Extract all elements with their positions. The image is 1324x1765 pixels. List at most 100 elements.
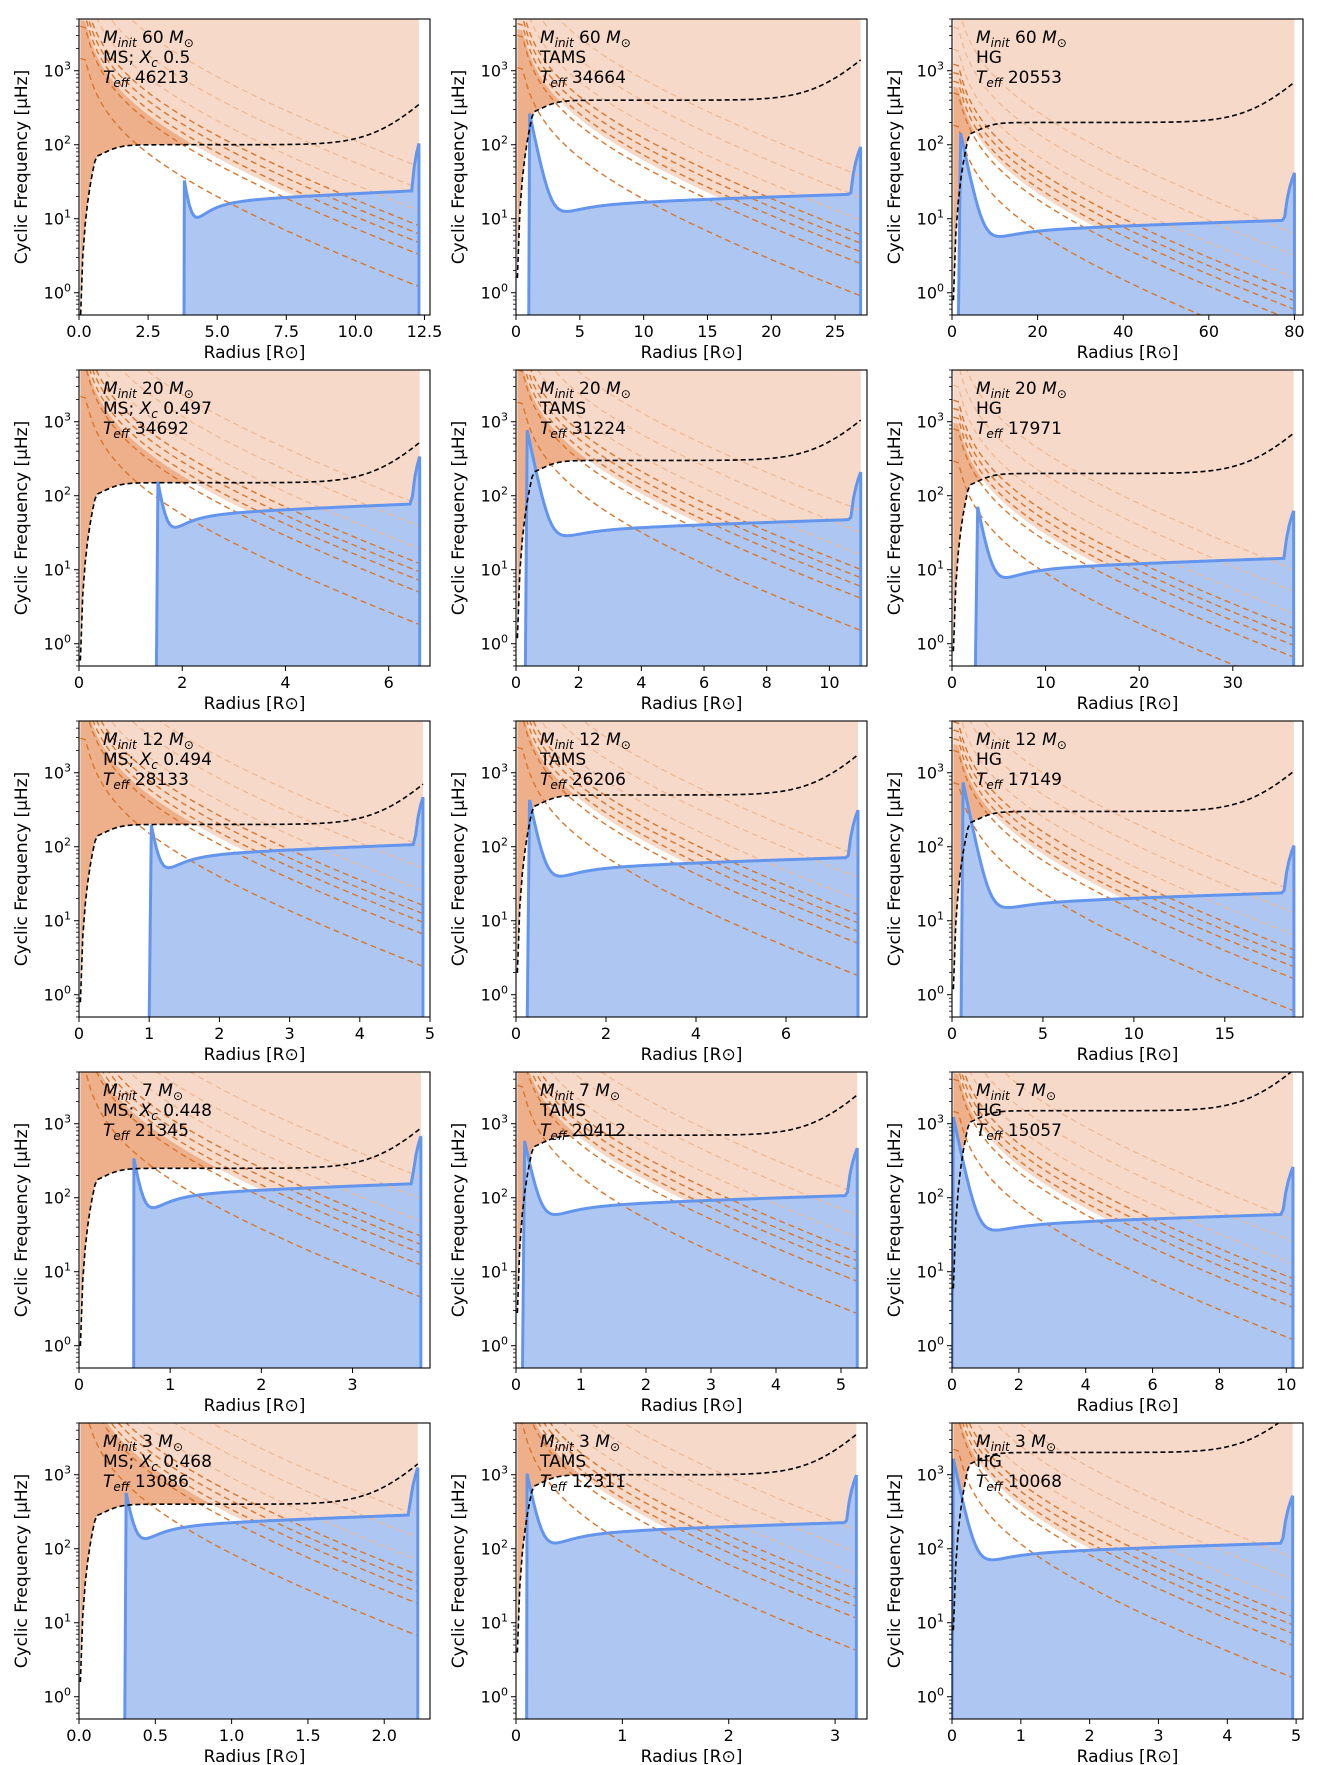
y-tick-label: 102 bbox=[481, 1538, 508, 1559]
lamb-curve-dark-2 bbox=[88, 721, 424, 935]
buoyancy-line bbox=[123, 1467, 420, 1719]
x-tick-label: 4 bbox=[1222, 1726, 1232, 1745]
y-tick-label: 101 bbox=[44, 910, 71, 931]
panel-teff-label: Teff 21345 bbox=[103, 1121, 189, 1143]
cutoff-line bbox=[79, 1127, 422, 1347]
buoyancy-line bbox=[132, 1135, 423, 1368]
lamb-curve-light-2 bbox=[558, 721, 859, 878]
x-axis-label: Radius [R⊙] bbox=[1077, 343, 1179, 363]
lamb-curve-dark-4 bbox=[96, 721, 424, 915]
lamb-curve-light-1 bbox=[961, 721, 1295, 936]
panel-phase-label: HG bbox=[976, 1452, 1002, 1472]
y-tick-label: 100 bbox=[917, 1335, 944, 1356]
lamb-curve-light-3 bbox=[558, 19, 861, 177]
panel-phase-label: HG bbox=[976, 1101, 1002, 1121]
panel-10: 100 101 102 103 0 1 2 3 Radius [R⊙] Cyclic Freque… bbox=[12, 1071, 431, 1416]
lamb-curve-dark-3 bbox=[962, 1423, 1293, 1635]
y-tick-label: 103 bbox=[44, 411, 71, 432]
x-tick-label: 1 bbox=[576, 1375, 586, 1394]
lamb-curve-dark-4 bbox=[953, 729, 1295, 959]
lamb-curve-dark-5 bbox=[963, 1072, 1294, 1280]
x-axis-label: Radius [R⊙] bbox=[641, 1396, 743, 1416]
lamb-curve-light-2 bbox=[173, 1423, 419, 1539]
y-tick-label: 100 bbox=[44, 633, 71, 654]
lamb-curve-dark-1 bbox=[953, 1448, 1293, 1679]
y-tick-label: 100 bbox=[481, 633, 508, 654]
x-tick-label: 20 bbox=[1129, 673, 1149, 692]
buoyancy-fill bbox=[525, 430, 861, 666]
lamb-curve-dark-2 bbox=[517, 34, 861, 265]
lamb-curve-light-3 bbox=[158, 721, 424, 847]
x-tick-label: 60 bbox=[1199, 322, 1219, 341]
lamb-curve-dark-4 bbox=[522, 19, 861, 244]
y-axis-label: Cyclic Frequency [μHz] bbox=[449, 1123, 469, 1318]
panel-12: 100 101 102 103 0 2 4 6 8 10 Radius [R⊙] Cyclic Fre… bbox=[885, 1071, 1304, 1416]
lamb-curve-light-3 bbox=[189, 1072, 422, 1178]
buoyancy-line bbox=[952, 1116, 1295, 1368]
buoyancy-fill bbox=[952, 1458, 1293, 1719]
panel-14: 100 101 102 103 0 1 2 3 Radius [R⊙] Cyclic Freque… bbox=[449, 1422, 868, 1765]
x-tick-label: 3 bbox=[1153, 1726, 1163, 1745]
lamb-curve-light-1 bbox=[537, 370, 861, 556]
y-axis-label: Cyclic Frequency [μHz] bbox=[449, 1474, 469, 1669]
lamb-curve-light-3 bbox=[575, 370, 861, 512]
lamb-curve-dark-1 bbox=[517, 1423, 857, 1651]
y-axis-label: Cyclic Frequency [μHz] bbox=[12, 1474, 32, 1669]
lamb-curve-light-1 bbox=[563, 1423, 857, 1575]
lamb-curve-light-2 bbox=[959, 370, 1294, 592]
x-tick-label: 2 bbox=[574, 673, 584, 692]
lamb-curve-dark-3 bbox=[958, 1072, 1294, 1297]
buoyancy-line bbox=[154, 456, 422, 666]
lamb-curve-dark-4 bbox=[87, 19, 420, 235]
lamb-curve-light-3 bbox=[982, 721, 1295, 892]
panel-teff-label: Teff 28133 bbox=[103, 770, 189, 792]
cutoff-line bbox=[952, 81, 1295, 301]
lamb-band bbox=[80, 1072, 421, 1347]
lamb-curve-dark-5 bbox=[539, 1072, 858, 1254]
y-tick-label: 100 bbox=[917, 984, 944, 1005]
cutoff-line bbox=[79, 103, 420, 315]
lamb-curve-light-1 bbox=[953, 384, 1294, 614]
lamb-curve-light-1 bbox=[128, 1072, 422, 1222]
x-tick-label: 1 bbox=[1016, 1726, 1026, 1745]
y-tick-label: 101 bbox=[917, 1612, 944, 1633]
y-tick-label: 103 bbox=[917, 1464, 944, 1485]
lamb-curve-dark-2 bbox=[522, 721, 859, 944]
lamb-curve-light-3 bbox=[961, 19, 1295, 235]
y-tick-label: 101 bbox=[481, 1261, 508, 1282]
x-tick-label: 10 bbox=[1124, 1024, 1144, 1043]
panel-phase-label: HG bbox=[976, 750, 1002, 770]
y-tick-label: 101 bbox=[44, 1612, 71, 1633]
x-axis-label: Radius [R⊙] bbox=[1077, 694, 1179, 714]
panel-mass-label: Minit 3 M⊙ bbox=[103, 1432, 183, 1454]
lamb-curve-light-1 bbox=[540, 721, 859, 901]
lamb-curve-dark-2 bbox=[80, 25, 420, 255]
x-tick-label: 6 bbox=[781, 1024, 791, 1043]
lamb-curve-dark-5 bbox=[968, 1423, 1293, 1618]
panel-teff-label: Teff 26206 bbox=[540, 770, 626, 792]
x-tick-label: 5 bbox=[836, 1375, 846, 1394]
panel-teff-label: Teff 20412 bbox=[540, 1121, 626, 1143]
buoyancy-line bbox=[527, 113, 863, 315]
lamb-curve-light-3 bbox=[145, 370, 420, 506]
y-tick-label: 102 bbox=[481, 836, 508, 857]
buoyancy-line bbox=[182, 143, 421, 315]
x-tick-label: 0 bbox=[947, 1726, 957, 1745]
panel-15: 100 101 102 103 0 1 2 3 4 5 Radius [R⊙] Cyclic Freq… bbox=[885, 1422, 1304, 1765]
panel-mass-label: Minit 3 M⊙ bbox=[540, 1432, 620, 1454]
x-tick-label: 8 bbox=[1214, 1375, 1224, 1394]
cutoff-line bbox=[516, 754, 859, 973]
lamb-curve-dark-1 bbox=[80, 395, 420, 626]
panel-phase-label: TAMS bbox=[539, 750, 586, 770]
buoyancy-line bbox=[525, 1473, 858, 1719]
lamb-curve-dark-1 bbox=[80, 737, 424, 967]
x-tick-label: 10 bbox=[819, 673, 839, 692]
x-tick-label: 3 bbox=[285, 1024, 295, 1043]
lamb-curve-light-3 bbox=[582, 721, 859, 857]
y-tick-label: 100 bbox=[917, 282, 944, 303]
y-tick-label: 102 bbox=[481, 485, 508, 506]
y-tick-label: 100 bbox=[481, 1335, 508, 1356]
panel-teff-label: Teff 12311 bbox=[540, 1472, 626, 1494]
panel-teff-label: Teff 15057 bbox=[976, 1121, 1062, 1143]
buoyancy-line bbox=[973, 506, 1296, 666]
